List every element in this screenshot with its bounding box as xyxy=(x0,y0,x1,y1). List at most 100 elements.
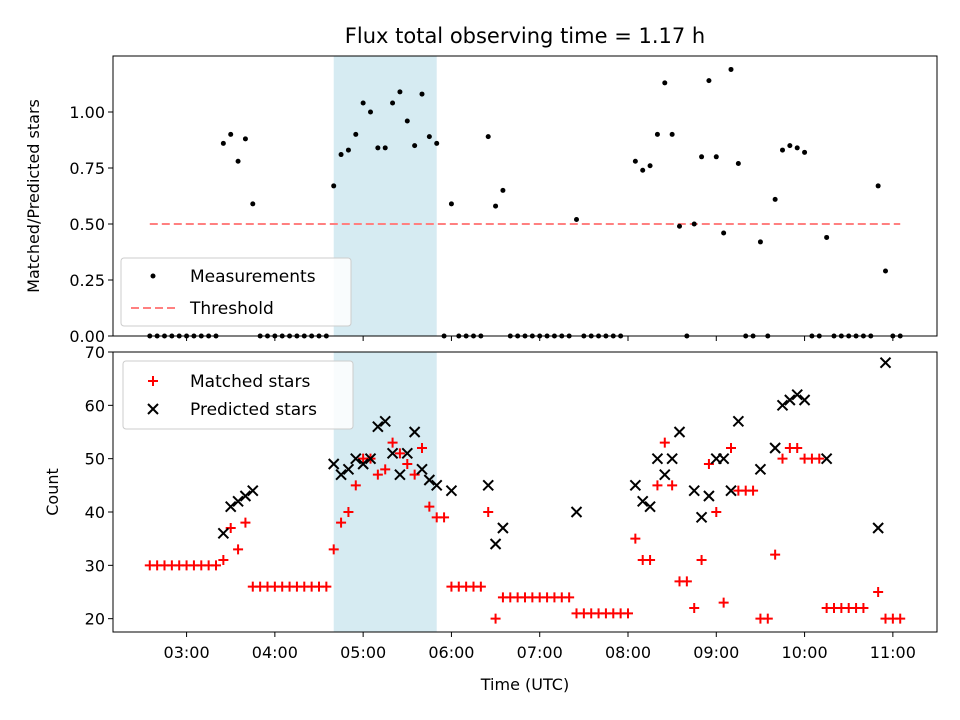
x-axis-label: Time (UTC) xyxy=(480,675,569,694)
predicted-star-point xyxy=(379,415,391,428)
y-axis-label: Matched/Predicted stars xyxy=(24,99,43,293)
measurement-point xyxy=(713,154,719,160)
y-tick-label: 0.50 xyxy=(69,215,105,234)
measurement-point xyxy=(757,239,763,245)
y-tick-label: 0.25 xyxy=(69,271,105,290)
predicted-star-point xyxy=(431,479,443,492)
matched-star-point xyxy=(233,544,244,555)
matched-star-point xyxy=(623,608,633,619)
measurement-point xyxy=(419,91,425,97)
y-tick-label: 20 xyxy=(85,610,105,629)
predicted-star-point xyxy=(872,522,884,534)
y-axis-label: Count xyxy=(43,468,62,516)
chart-title: Flux total observing time = 1.17 h xyxy=(345,24,705,48)
matched-star-point xyxy=(630,533,641,544)
matched-star-point xyxy=(726,443,736,453)
predicted-star-point xyxy=(445,484,458,497)
y-tick-label: 50 xyxy=(85,450,105,469)
matched-star-point xyxy=(689,603,700,613)
matched-star-point xyxy=(343,507,354,517)
matched-star-point xyxy=(424,501,435,512)
predicted-star-point xyxy=(482,479,494,492)
predicted-star-point xyxy=(247,484,259,497)
legend-label: Predicted stars xyxy=(190,400,317,420)
y-tick-label: 60 xyxy=(85,396,105,415)
bottom-axes-frame xyxy=(112,351,938,633)
measurement-point xyxy=(235,158,241,164)
predicted-star-point xyxy=(879,356,892,369)
measurement-point xyxy=(360,100,366,106)
measurement-point xyxy=(824,234,830,240)
predicted-star-point xyxy=(666,452,678,465)
matched-star-point xyxy=(762,613,773,624)
predicted-star-point xyxy=(673,426,686,438)
matched-star-point xyxy=(490,613,501,624)
matched-star-point xyxy=(321,581,332,592)
legend: Matched stars Predicted stars xyxy=(122,360,354,430)
predicted-star-point xyxy=(776,399,789,412)
measurement-point xyxy=(368,109,373,115)
predicted-star-point xyxy=(637,495,649,508)
legend-marker-matched xyxy=(148,376,158,386)
predicted-star-point xyxy=(497,522,509,534)
measurement-point xyxy=(640,167,646,173)
measurement-point xyxy=(448,201,454,207)
predicted-star-point xyxy=(372,420,384,433)
measurement-point xyxy=(397,89,403,95)
measurement-point xyxy=(699,154,705,160)
matched-star-point xyxy=(777,453,788,464)
matched-star-point xyxy=(394,448,405,459)
matched-star-point xyxy=(387,437,398,448)
matched-star-point xyxy=(873,587,884,597)
x-tick-label: 07:00 xyxy=(517,643,563,662)
legend-box xyxy=(120,257,352,327)
measurement-point xyxy=(412,143,418,149)
measurement-point xyxy=(632,158,638,164)
predicted-star-point xyxy=(688,484,700,497)
y-tick-label: 30 xyxy=(85,556,105,575)
predicted-star-point xyxy=(335,468,347,481)
matched-star-point xyxy=(895,613,906,624)
y-tick-label: 40 xyxy=(85,503,105,522)
measurement-point xyxy=(331,183,337,189)
measurement-point xyxy=(677,223,682,229)
predicted-star-point xyxy=(798,394,811,406)
matched-star-point xyxy=(417,443,427,453)
y-tick-label: 0.00 xyxy=(69,327,105,346)
matched-star-point xyxy=(336,517,347,528)
predicted-star-point xyxy=(489,538,502,550)
predicted-star-point xyxy=(695,511,708,524)
matched-star-point xyxy=(645,555,656,565)
predicted-star-point xyxy=(232,495,244,508)
x-tick-label: 05:00 xyxy=(340,643,386,662)
measurement-point xyxy=(485,134,491,140)
x-tick-label: 09:00 xyxy=(693,643,739,662)
measurement-point xyxy=(654,131,660,137)
predicted-star-point xyxy=(659,468,671,481)
matched-star-point xyxy=(439,512,450,523)
measurement-point xyxy=(875,183,881,189)
measurement-point xyxy=(404,118,410,124)
matched-star-point xyxy=(350,480,361,491)
matched-star-point xyxy=(814,453,825,464)
predicted-star-point xyxy=(651,452,664,465)
measurement-point xyxy=(250,201,256,207)
measurement-point xyxy=(426,134,432,140)
measurement-point xyxy=(691,221,697,227)
x-tick-label: 08:00 xyxy=(605,643,651,662)
predicted-star-point xyxy=(725,484,737,497)
matched-star-point xyxy=(483,507,494,517)
measurement-point xyxy=(382,145,388,151)
predicted-star-point xyxy=(423,474,436,486)
measurement-point xyxy=(802,149,808,155)
measurement-point xyxy=(375,145,381,151)
measurement-point xyxy=(780,147,785,153)
matched-star-point xyxy=(792,443,803,453)
measurement-point xyxy=(353,131,359,137)
predicted-star-point xyxy=(350,452,362,465)
predicted-star-point xyxy=(754,463,767,476)
measurement-point xyxy=(242,136,248,142)
measurement-point xyxy=(390,100,396,106)
measurement-point xyxy=(434,140,440,146)
measurement-point xyxy=(500,187,506,193)
